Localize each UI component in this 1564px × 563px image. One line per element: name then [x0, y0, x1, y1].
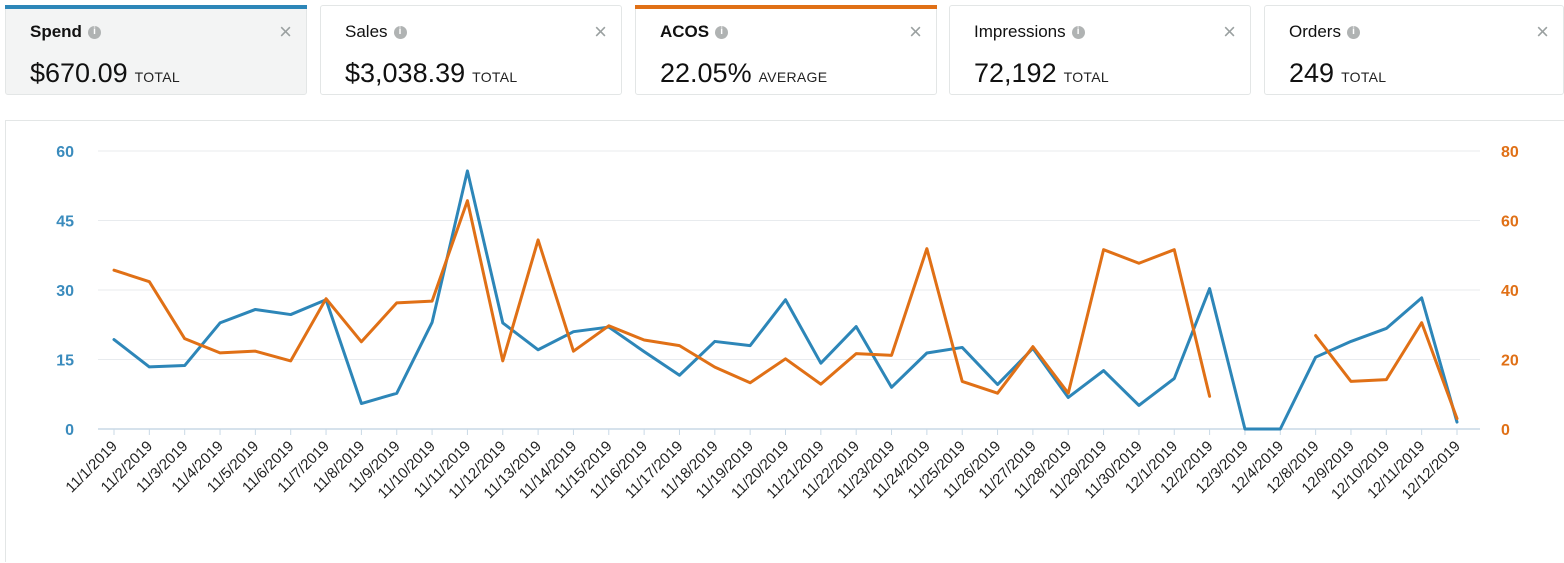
metric-card-sales[interactable]: Sales i × $3,038.39 TOTAL	[320, 5, 622, 95]
metric-card-label: Spend i	[30, 22, 101, 42]
metric-card-value: 22.05% AVERAGE	[660, 58, 827, 89]
metric-card-value: $670.09 TOTAL	[30, 58, 180, 89]
metric-card-label-text: Impressions	[974, 22, 1066, 41]
metric-card-value: $3,038.39 TOTAL	[345, 58, 517, 89]
metric-card-impressions[interactable]: Impressions i × 72,192 TOTAL	[949, 5, 1251, 95]
metric-value-unit: TOTAL	[1341, 69, 1387, 85]
spend-series-line	[112, 169, 1459, 431]
right-axis-tick-label: 20	[1501, 353, 1519, 370]
info-icon[interactable]: i	[715, 25, 729, 39]
metric-card-orders[interactable]: Orders i × 249 TOTAL	[1264, 5, 1564, 95]
close-icon[interactable]: ×	[1536, 19, 1549, 44]
close-icon[interactable]: ×	[594, 19, 607, 44]
acos-series-line	[112, 199, 1212, 398]
metric-card-label: Impressions i	[974, 22, 1085, 42]
performance-line-chart: 01530456002040608011/1/201911/2/201911/3…	[56, 144, 1519, 503]
right-axis-tick-label: 60	[1501, 214, 1519, 231]
left-axis-tick-label: 60	[56, 144, 74, 161]
metric-value-unit: AVERAGE	[758, 69, 828, 85]
metric-value-number: 72,192	[974, 58, 1057, 88]
left-axis-tick-label: 15	[56, 353, 74, 370]
metric-value-unit: TOTAL	[134, 69, 180, 85]
metric-card-label-text: ACOS	[660, 22, 710, 41]
close-icon[interactable]: ×	[1223, 19, 1236, 44]
metric-card-label: ACOS i	[660, 22, 729, 42]
right-axis-tick-label: 40	[1501, 283, 1519, 300]
metric-value-number: $670.09	[30, 58, 128, 88]
performance-chart-panel: 0 15 30 45 60 0 20 40 60 80 11/1/2019 11/2/2019 11/3…	[5, 120, 1564, 562]
metric-card-accent-bar	[635, 5, 937, 9]
metric-card-label: Orders i	[1289, 22, 1360, 42]
metric-card-label: Sales i	[345, 22, 407, 42]
left-axis-tick-label: 0	[65, 422, 74, 439]
info-icon[interactable]: i	[87, 25, 101, 39]
info-icon[interactable]: i	[393, 25, 407, 39]
close-icon[interactable]: ×	[909, 19, 922, 44]
metric-card-label-text: Spend	[30, 22, 82, 41]
metric-card-accent-bar	[5, 5, 307, 9]
metric-card-label-text: Sales	[345, 22, 388, 41]
left-axis-tick-label: 30	[56, 283, 74, 300]
metric-value-unit: TOTAL	[1063, 69, 1109, 85]
metric-card-label-text: Orders	[1289, 22, 1341, 41]
metric-value-number: 249	[1289, 58, 1335, 88]
info-icon[interactable]: i	[1071, 25, 1085, 39]
metric-card-spend[interactable]: Spend i × $670.09 TOTAL	[5, 5, 307, 95]
metric-card-acos[interactable]: ACOS i × 22.05% AVERAGE	[635, 5, 937, 95]
metric-value-number: $3,038.39	[345, 58, 466, 88]
close-icon[interactable]: ×	[279, 19, 292, 44]
right-axis-tick-label: 0	[1501, 422, 1510, 439]
info-icon[interactable]: i	[1346, 25, 1360, 39]
metric-value-unit: TOTAL	[472, 69, 518, 85]
metric-card-value: 72,192 TOTAL	[974, 58, 1109, 89]
right-axis-tick-label: 80	[1501, 144, 1519, 161]
left-axis-tick-label: 45	[56, 214, 74, 231]
metric-card-value: 249 TOTAL	[1289, 58, 1386, 89]
metric-value-number: 22.05%	[660, 58, 752, 88]
acos-series-line	[1314, 321, 1459, 421]
